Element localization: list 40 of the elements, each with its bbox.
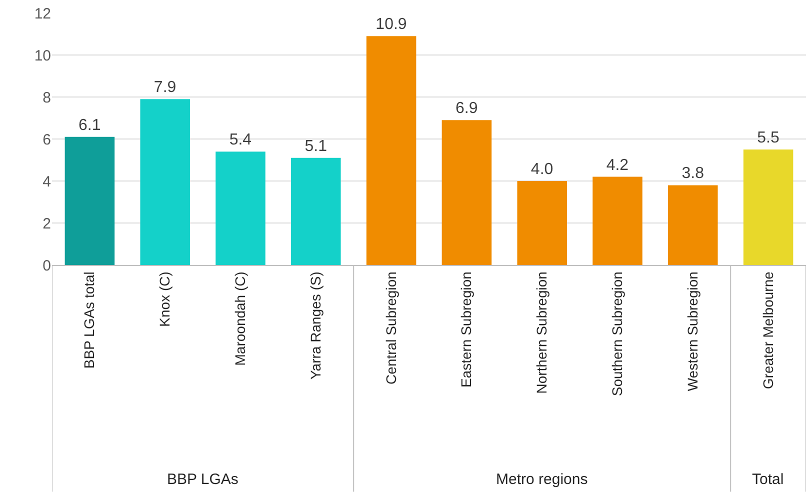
data-label: 7.9 — [154, 79, 176, 96]
text: BBP LGAs — [167, 471, 238, 488]
data-label: 3.8 — [682, 165, 704, 182]
bar — [140, 99, 190, 265]
data-label: 6.1 — [78, 116, 101, 134]
data-label: 5.5 — [757, 130, 780, 146]
x-tick-label: Eastern Subregion — [458, 272, 474, 388]
text: Total — [752, 471, 784, 488]
y-tick-label: 6 — [42, 131, 51, 148]
data-label: 5.1 — [304, 138, 328, 155]
x-tick-label: BBP LGAs total — [81, 272, 98, 369]
data-label: 4.2 — [606, 156, 629, 174]
x-tick-label: Western Subregion — [684, 272, 700, 392]
bar — [517, 181, 567, 265]
text: Metro regions — [496, 471, 588, 488]
y-tick-label: 10 — [34, 47, 51, 64]
x-tick-label: Knox (C) — [156, 272, 173, 327]
x-tick-label: Central Subregion — [382, 272, 399, 384]
y-tick-label: 12 — [34, 5, 51, 22]
bar — [668, 185, 718, 265]
data-label: 10.9 — [376, 16, 407, 34]
data-label: 4.0 — [530, 161, 554, 178]
y-tick-label: 2 — [42, 215, 51, 232]
y-tick-label: 0 — [42, 257, 51, 274]
x-tick-label: Greater Melbourne — [760, 271, 776, 390]
bar — [64, 136, 115, 265]
y-tick-label: 8 — [42, 89, 51, 106]
x-tick-label: Yarra Ranges (S) — [307, 272, 324, 380]
bar — [743, 150, 794, 265]
bar — [366, 36, 416, 265]
bar — [291, 158, 341, 265]
data-label: 6.9 — [456, 100, 478, 118]
data-label: 5.4 — [229, 132, 252, 149]
y-tick-label: 4 — [42, 173, 51, 190]
x-tick-label: Northern Subregion — [534, 272, 550, 394]
x-tick-label: Maroondah (C) — [232, 272, 248, 366]
bar — [592, 176, 642, 265]
x-tick-label: Southern Subregion — [609, 272, 626, 396]
bar — [216, 152, 266, 265]
bar — [442, 120, 492, 265]
